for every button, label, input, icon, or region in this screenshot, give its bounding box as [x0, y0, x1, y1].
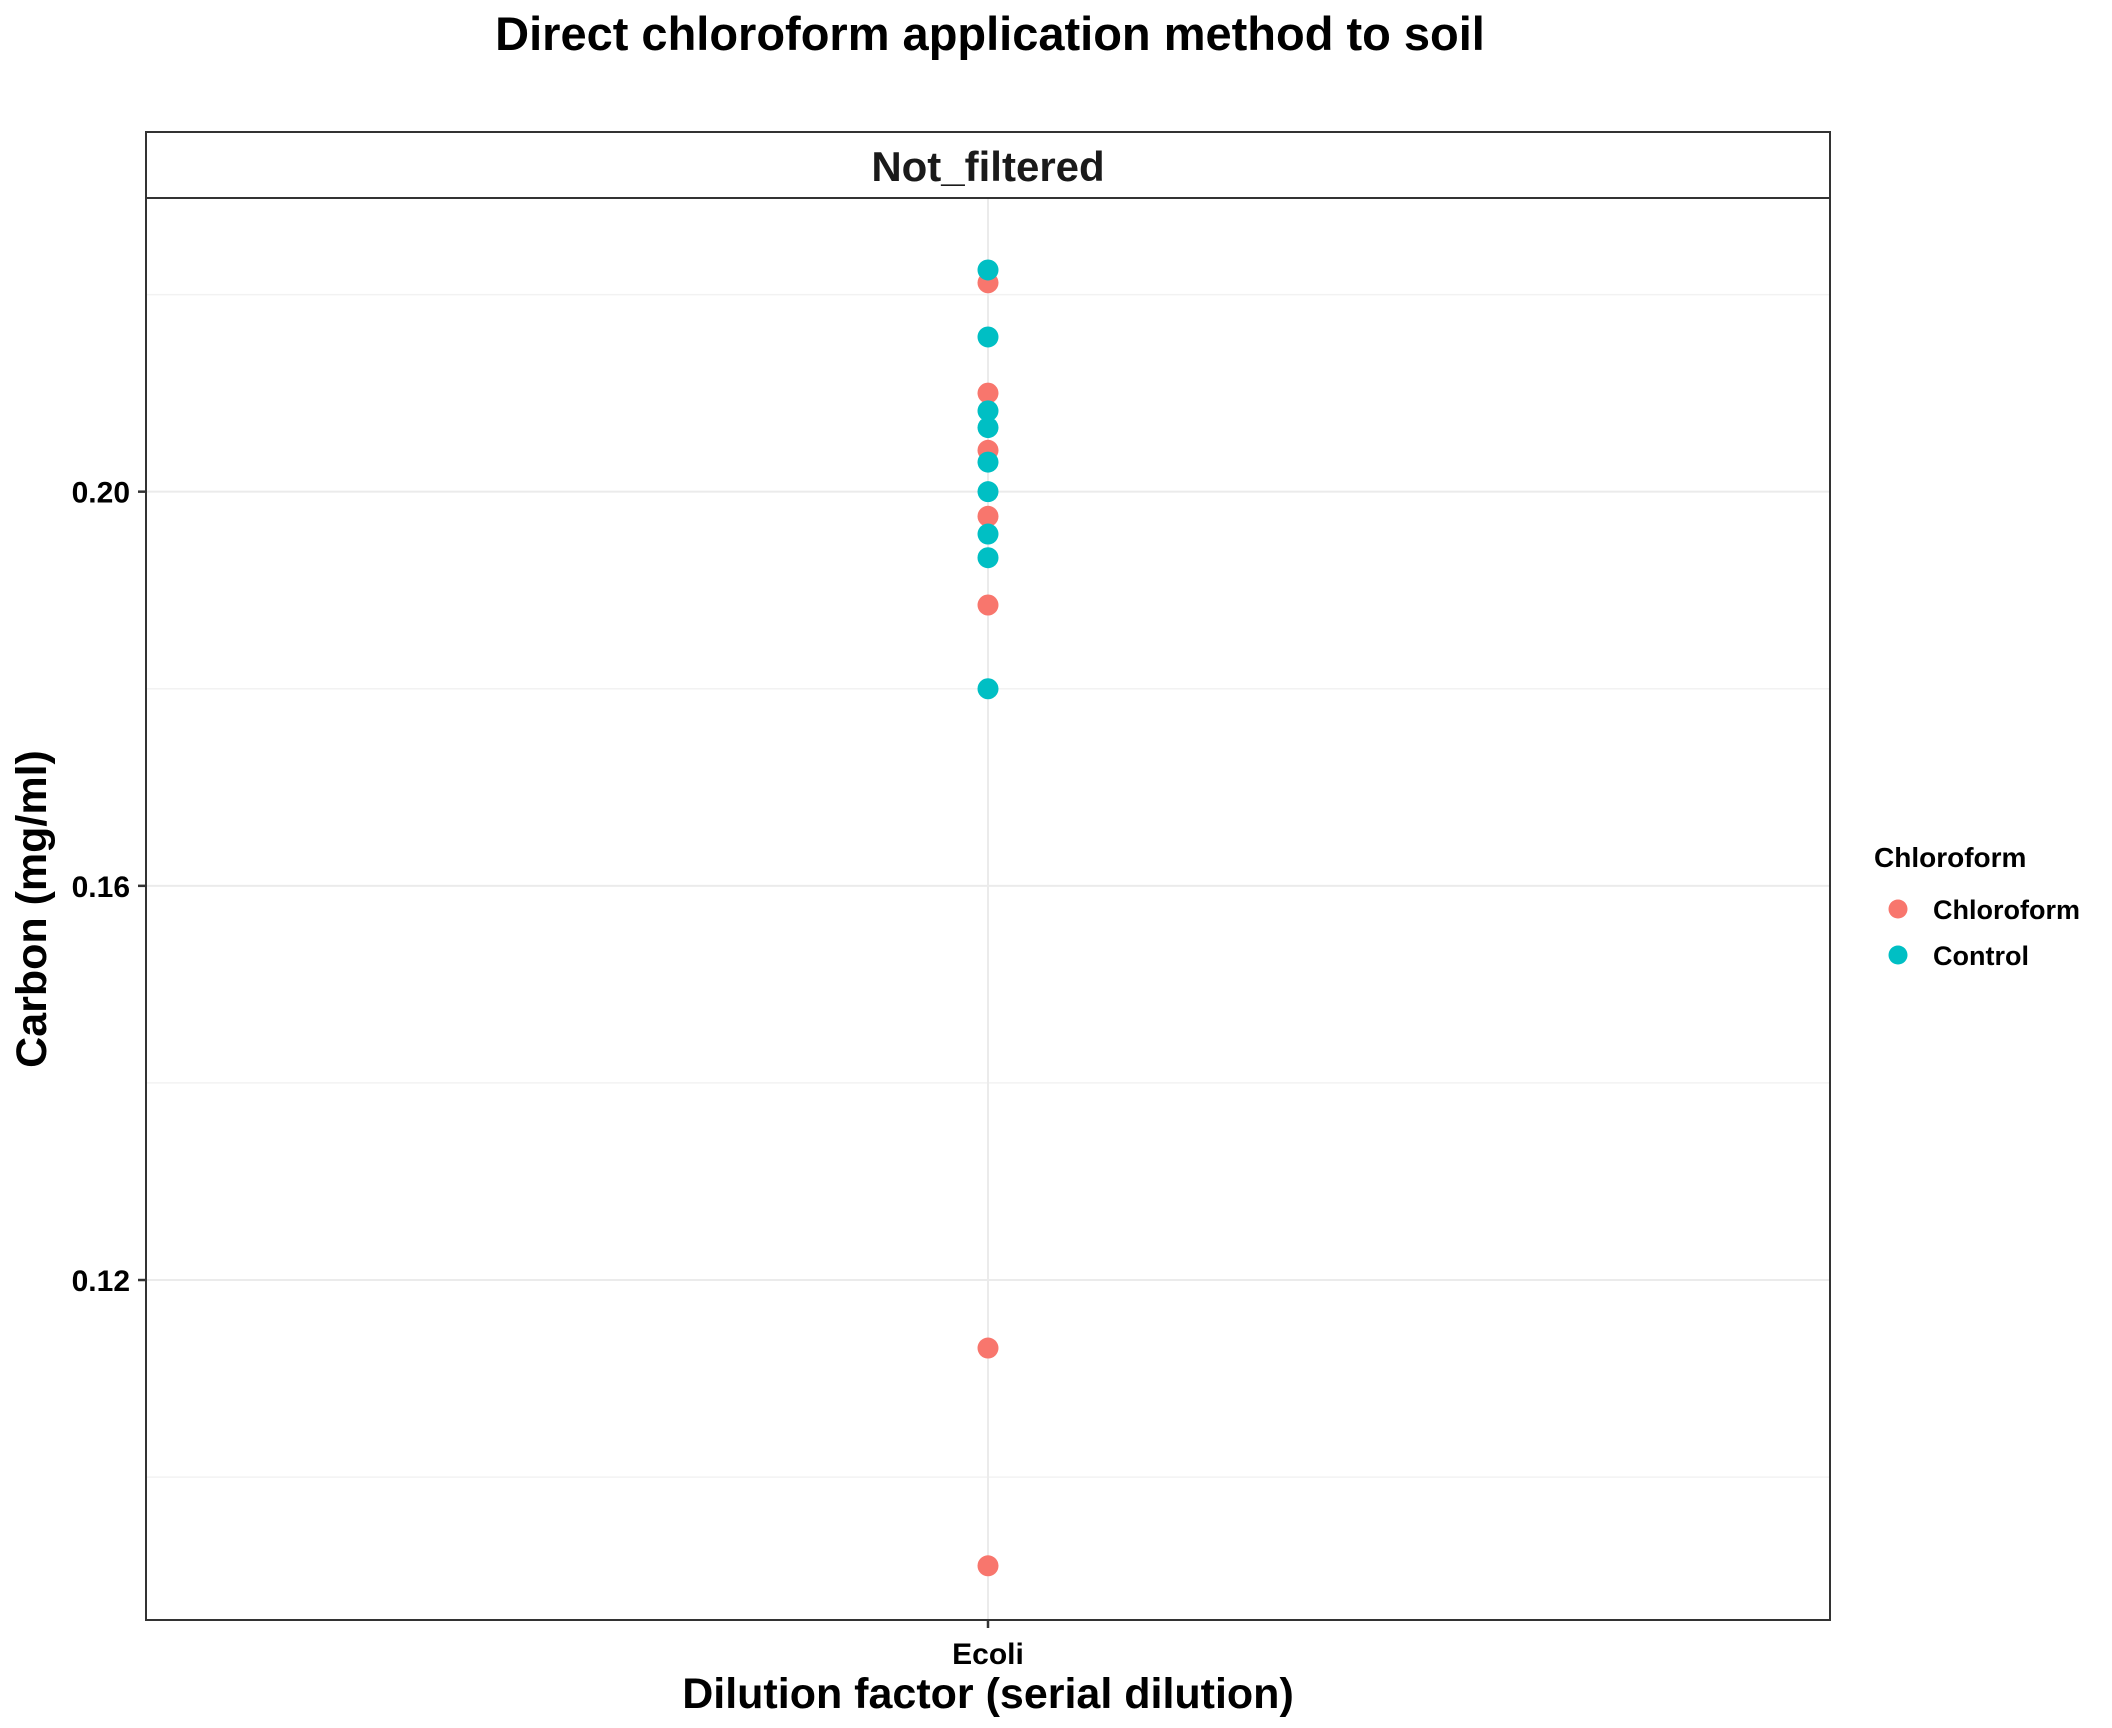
data-point-chloroform — [977, 382, 999, 404]
x-axis-title: Dilution factor (serial dilution) — [682, 1670, 1294, 1718]
y-tick-label: 0.12 — [72, 1265, 130, 1298]
data-point-control — [977, 259, 999, 281]
x-tick-label: Ecoli — [952, 1638, 1024, 1671]
data-point-control — [977, 678, 999, 700]
data-point-chloroform — [977, 594, 999, 616]
data-point-control — [977, 481, 999, 503]
data-point-chloroform — [977, 505, 999, 527]
chart-title: Direct chloroform application method to … — [495, 7, 1485, 60]
legend-label-control: Control — [1933, 941, 2029, 971]
y-tick-label: 0.20 — [72, 477, 130, 510]
legend: Chloroform Chloroform Control — [1874, 842, 2080, 971]
data-point-control — [977, 547, 999, 569]
legend-title: Chloroform — [1874, 842, 2026, 873]
legend-key-control — [1888, 945, 1908, 965]
y-tick-label: 0.16 — [72, 871, 130, 904]
facet-strip — [145, 131, 1831, 199]
data-point-chloroform — [977, 1555, 999, 1577]
axes: 0.12 0.16 0.20 Ecoli — [72, 477, 1024, 1671]
data-point-control — [977, 400, 999, 422]
data-point-control — [977, 451, 999, 473]
facet-label: Not_filtered — [871, 143, 1104, 190]
data-point-control — [977, 417, 999, 439]
data-point-chloroform — [977, 1337, 999, 1359]
legend-key-chloroform — [1888, 899, 1908, 919]
data-point-control — [977, 326, 999, 348]
data-points — [977, 259, 999, 1577]
legend-label-chloroform: Chloroform — [1933, 895, 2080, 925]
data-point-control — [977, 523, 999, 545]
y-axis-title: Carbon (mg/ml) — [8, 750, 56, 1068]
